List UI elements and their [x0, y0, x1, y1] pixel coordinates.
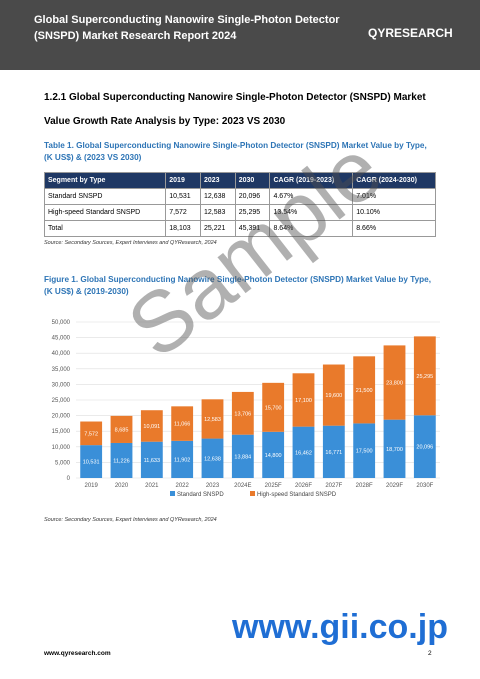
- bar-segment: [383, 345, 406, 420]
- section-heading: 1.2.1 Global Superconducting Nanowire Si…: [44, 92, 426, 127]
- bar-segment: [80, 421, 103, 446]
- x-tick-label: 2028F: [356, 483, 373, 489]
- x-tick-label: 2026F: [295, 483, 312, 489]
- y-tick-label: 40,000: [52, 351, 71, 357]
- value-label: 16,462: [295, 450, 312, 456]
- header: Global Superconducting Nanowire Single-P…: [0, 0, 480, 70]
- table-cell: CAGR (2024-2030): [352, 172, 436, 189]
- x-tick-label: 2021: [145, 483, 159, 489]
- table-cell: 2030: [234, 172, 271, 189]
- bar-segment: [110, 442, 133, 478]
- value-label: 15,700: [265, 405, 282, 411]
- bar-segment: [140, 410, 163, 442]
- figure-caption: Figure 1. Global Superconducting Nanowir…: [44, 275, 431, 296]
- bar-segment: [201, 438, 224, 478]
- table-caption: Table 1. Global Superconducting Nanowire…: [44, 141, 427, 162]
- bar-segment: [171, 406, 194, 441]
- table-cell: Total: [43, 220, 167, 237]
- logo: QYRESEARCH: [368, 26, 453, 40]
- y-tick-label: 50,000: [52, 320, 71, 326]
- bar-segment: [353, 423, 376, 478]
- page-number: 2: [428, 650, 432, 657]
- y-tick-label: 25,000: [52, 398, 71, 404]
- x-tick-label: 2025F: [265, 483, 282, 489]
- value-label: 25,295: [416, 374, 433, 380]
- x-tick-label: 2024E: [234, 483, 251, 489]
- bar-segment: [80, 445, 103, 478]
- x-tick-label: 2027F: [325, 483, 342, 489]
- value-label: 13,884: [234, 454, 251, 460]
- y-tick-label: 0: [67, 476, 71, 482]
- value-label: 18,700: [386, 447, 403, 453]
- bar-segment: [110, 415, 133, 443]
- value-label: 16,771: [325, 450, 342, 456]
- value-label: 11,226: [113, 458, 129, 464]
- bar-segment: [322, 425, 345, 478]
- value-label: 14,800: [265, 453, 282, 459]
- table-row: Total 18,103 25,221 45,391 8.64% 8.66%: [43, 220, 436, 237]
- bar-segment: [383, 419, 406, 478]
- bar-segment: [262, 382, 285, 432]
- value-label: 17,100: [295, 398, 312, 404]
- value-label: 11,066: [174, 422, 190, 428]
- table-cell: CAGR (2019-2023): [269, 172, 354, 189]
- bar-segment: [353, 356, 376, 424]
- value-label: 23,800: [386, 381, 403, 387]
- bar-segment: [292, 426, 315, 478]
- bar-segment: [231, 434, 254, 478]
- source: Source: Secondary Sources, Expert Interv…: [44, 240, 217, 246]
- bar-segment: [413, 415, 436, 478]
- bar-segment: [201, 399, 224, 439]
- y-tick-label: 5,000: [55, 460, 71, 466]
- bar-segment: [171, 440, 194, 478]
- table-cell: Segment by Type: [43, 172, 167, 189]
- legend-swatch: [250, 491, 255, 496]
- value-label: 12,583: [204, 417, 221, 423]
- legend-label: High-speed Standard SNSPD: [257, 492, 337, 498]
- legend-swatch: [170, 491, 175, 496]
- legend-label: Standard SNSPD: [177, 492, 224, 498]
- value-label: 10,091: [143, 424, 160, 430]
- value-label: 12,638: [204, 456, 221, 462]
- x-tick-label: 2019: [84, 483, 98, 489]
- data-table: Segment by Type 2019 2023 2030 CAGR (2019-20…: [43, 172, 436, 237]
- value-label: 13,706: [234, 411, 251, 417]
- table-cell: 8.66%: [352, 220, 436, 237]
- site-url: www.gii.co.jp: [232, 608, 448, 646]
- y-tick-label: 15,000: [52, 429, 71, 435]
- bar-segment: [231, 391, 254, 435]
- table-cell: 18,103: [165, 220, 201, 237]
- bar-segment: [322, 364, 345, 426]
- source: Source: Secondary Sources, Expert Interv…: [44, 517, 217, 523]
- value-label: 17,500: [356, 449, 373, 455]
- bar-segment: [292, 373, 315, 427]
- x-tick-label: 2022: [175, 483, 189, 489]
- value-label: 11,902: [174, 457, 190, 463]
- bar-segment: [262, 431, 285, 478]
- value-label: 19,600: [325, 393, 342, 399]
- y-tick-label: 45,000: [52, 336, 71, 342]
- value-label: 7,572: [84, 431, 98, 437]
- header-title: Global Superconducting Nanowire Single-P…: [34, 14, 340, 42]
- y-tick-label: 20,000: [52, 414, 71, 420]
- value-label: 20,096: [416, 445, 433, 451]
- bar-segment: [140, 441, 163, 478]
- y-tick-label: 35,000: [52, 367, 71, 373]
- x-tick-label: 2020: [115, 483, 129, 489]
- bar-segment: [413, 336, 436, 416]
- table-row: Segment by Type 2019 2023 2030 CAGR (2019-20…: [43, 172, 436, 189]
- y-tick-label: 10,000: [52, 445, 71, 451]
- value-label: 11,633: [144, 458, 160, 464]
- x-tick-label: 2030F: [416, 483, 433, 489]
- x-tick-label: 2023: [206, 483, 220, 489]
- value-label: 10,531: [83, 460, 100, 466]
- footer-url: www.qyresearch.com: [44, 650, 111, 657]
- y-tick-label: 30,000: [52, 382, 71, 388]
- value-label: 21,500: [356, 388, 373, 394]
- value-label: 8,685: [115, 427, 129, 433]
- x-tick-label: 2029F: [386, 483, 403, 489]
